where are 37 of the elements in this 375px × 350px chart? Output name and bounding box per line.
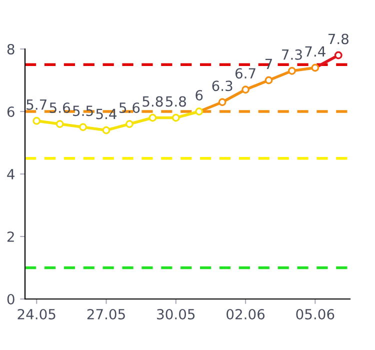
data-label: 6.3 — [212, 80, 232, 92]
data-label: 5.4 — [96, 108, 117, 120]
point — [218, 98, 226, 106]
data-label: 7.8 — [328, 34, 348, 44]
point — [32, 116, 41, 125]
point — [79, 123, 87, 132]
y-tick-label: 0 — [7, 294, 14, 304]
point — [334, 51, 342, 60]
data-label: 5.8 — [142, 96, 163, 107]
x-tick-label: 24.05 — [18, 308, 56, 320]
x-tick-label: 27.05 — [87, 308, 125, 320]
data-label: 5.8 — [166, 96, 186, 107]
point — [148, 114, 157, 122]
data-label: 6 — [196, 90, 203, 100]
data-label: 5.5 — [73, 106, 93, 116]
y-tick-label: 8 — [7, 44, 14, 54]
point — [242, 86, 250, 94]
data-label: 6.7 — [235, 68, 256, 79]
data-label: 5.6 — [50, 102, 70, 113]
x-tick-label: 30.05 — [157, 308, 195, 320]
point — [126, 120, 134, 128]
data-label: 5.6 — [119, 102, 140, 113]
point — [102, 126, 110, 134]
x-tick-label: 05.06 — [296, 308, 334, 320]
point — [172, 114, 180, 122]
point — [288, 66, 296, 75]
y-tick-label: 2 — [7, 231, 14, 242]
y-tick-label: 4 — [7, 169, 14, 180]
data-label: 7.4 — [305, 46, 326, 57]
data-label: 7.3 — [282, 49, 302, 60]
point — [56, 120, 64, 128]
point — [311, 64, 320, 72]
x-tick-label: 02.06 — [226, 308, 265, 320]
point — [264, 76, 273, 84]
point — [195, 108, 204, 116]
data-label: 5.7 — [26, 100, 46, 110]
y-tick-label: 6 — [7, 106, 14, 117]
